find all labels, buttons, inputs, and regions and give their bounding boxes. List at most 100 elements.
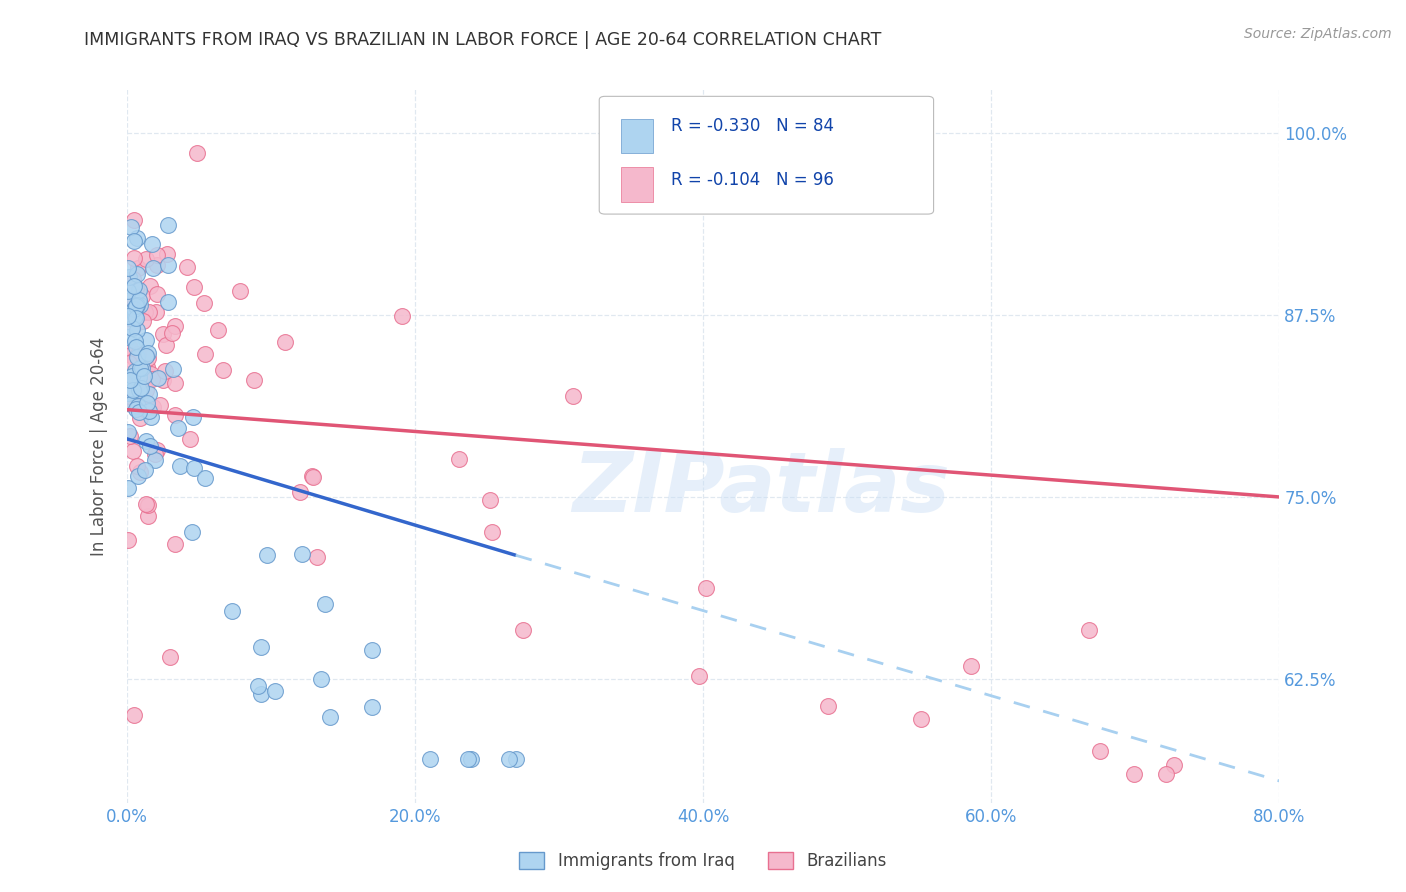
Point: [124, 385, 146, 400]
Point: [498, 752, 520, 766]
Point: [122, 213, 145, 227]
Point: [122, 708, 145, 723]
Point: [136, 498, 159, 512]
Point: [135, 384, 157, 398]
Point: [181, 525, 204, 540]
Point: [688, 668, 710, 682]
Point: [183, 280, 205, 294]
Point: [124, 334, 146, 348]
Point: [146, 371, 169, 385]
Point: [124, 310, 146, 324]
Point: [143, 447, 166, 461]
Point: [250, 687, 273, 701]
Point: [194, 347, 217, 361]
Point: [160, 326, 183, 340]
Point: [125, 340, 148, 354]
Point: [146, 258, 169, 272]
Point: [1122, 766, 1144, 780]
Point: [194, 471, 217, 485]
Point: [152, 327, 174, 342]
Point: [118, 356, 141, 370]
Point: [138, 279, 160, 293]
Point: [135, 497, 157, 511]
Point: [142, 260, 165, 275]
Point: [256, 548, 278, 562]
Point: [121, 369, 143, 384]
Point: [207, 323, 229, 337]
Point: [125, 402, 148, 417]
Point: [125, 231, 148, 245]
Point: [135, 252, 157, 267]
Point: [314, 597, 336, 611]
Point: [512, 624, 534, 638]
Point: [186, 146, 208, 161]
Point: [1154, 766, 1177, 780]
Point: [122, 383, 145, 397]
Point: [250, 640, 273, 654]
Point: [120, 310, 142, 325]
Point: [132, 368, 155, 383]
Point: [302, 470, 325, 484]
Point: [121, 444, 143, 458]
Point: [122, 278, 145, 293]
Point: [127, 351, 149, 365]
Point: [135, 434, 157, 449]
Point: [134, 401, 156, 416]
Point: [136, 351, 159, 366]
Point: [243, 373, 266, 387]
Point: [159, 650, 181, 665]
Point: [181, 409, 204, 424]
Point: [127, 323, 149, 337]
Point: [136, 346, 159, 360]
Point: [156, 218, 179, 232]
Point: [128, 411, 150, 425]
Bar: [621, 168, 654, 202]
Point: [125, 268, 148, 282]
Point: [1090, 744, 1112, 758]
Point: [129, 382, 152, 396]
Point: [141, 372, 163, 386]
Point: [183, 461, 205, 475]
Point: [128, 293, 150, 307]
Point: [212, 363, 235, 377]
Point: [122, 320, 145, 334]
Point: [127, 469, 149, 483]
Point: [179, 432, 201, 446]
Point: [135, 333, 157, 347]
Point: [142, 400, 165, 414]
Point: [135, 359, 157, 374]
Point: [117, 284, 139, 298]
Text: IMMIGRANTS FROM IRAQ VS BRAZILIAN IN LABOR FORCE | AGE 20-64 CORRELATION CHART: IMMIGRANTS FROM IRAQ VS BRAZILIAN IN LAB…: [84, 31, 882, 49]
Legend: Immigrants from Iraq, Brazilians: Immigrants from Iraq, Brazilians: [513, 845, 893, 877]
Point: [959, 658, 981, 673]
Point: [153, 364, 176, 378]
Point: [118, 342, 141, 356]
Point: [122, 251, 145, 265]
Point: [131, 361, 153, 376]
Point: [134, 463, 156, 477]
Point: [136, 396, 159, 410]
Point: [165, 537, 187, 551]
Point: [562, 389, 585, 403]
Point: [124, 351, 146, 366]
Y-axis label: In Labor Force | Age 20-64: In Labor Force | Age 20-64: [90, 336, 108, 556]
Point: [117, 385, 139, 400]
Point: [163, 408, 186, 422]
Point: [193, 296, 215, 310]
Point: [457, 752, 479, 766]
Point: [447, 451, 470, 466]
Point: [319, 710, 342, 724]
Point: [360, 700, 382, 714]
Point: [155, 338, 177, 352]
Point: [288, 485, 311, 500]
Point: [127, 399, 149, 413]
Text: Source: ZipAtlas.com: Source: ZipAtlas.com: [1244, 27, 1392, 41]
Point: [360, 643, 382, 657]
Point: [460, 752, 482, 766]
Point: [165, 318, 187, 333]
Point: [125, 311, 148, 326]
Point: [128, 366, 150, 380]
Point: [128, 369, 150, 384]
Point: [121, 292, 143, 306]
Point: [228, 285, 250, 299]
